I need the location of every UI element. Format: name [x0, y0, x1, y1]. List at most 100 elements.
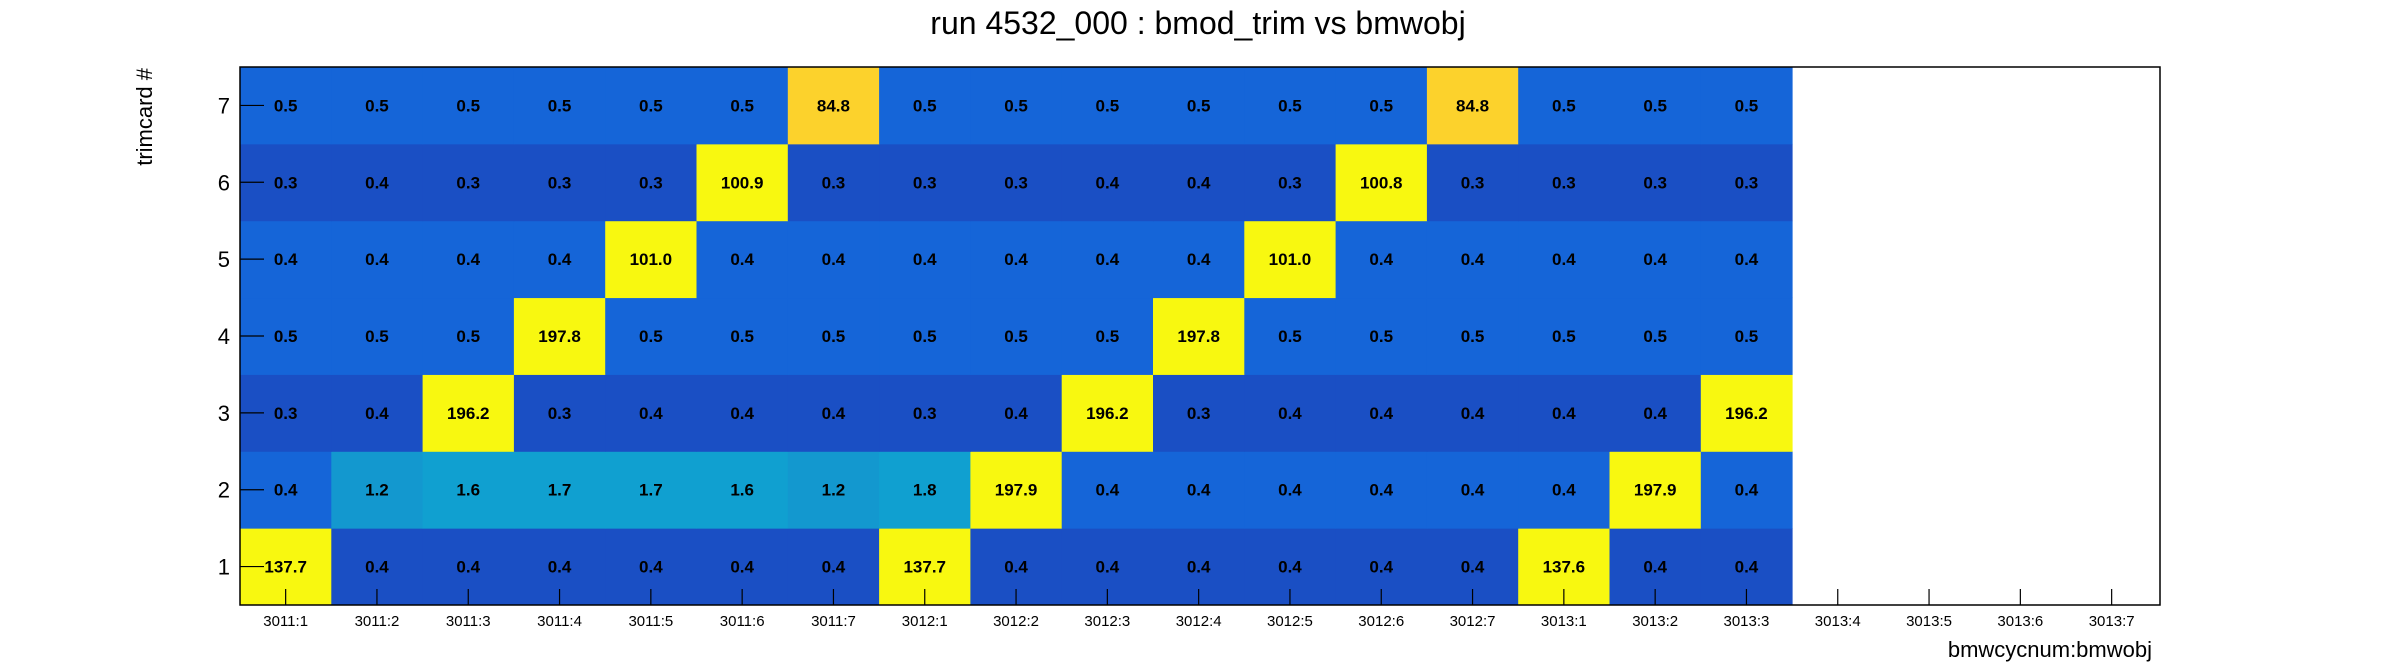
cell-value-label: 0.4 [822, 404, 846, 423]
heatmap-cell [1061, 220, 1154, 299]
cell-value-label: 196.2 [1725, 404, 1768, 423]
heatmap-cell [605, 297, 697, 375]
heatmap-cell [331, 220, 424, 299]
cell-value-label: 0.4 [1369, 250, 1393, 269]
heatmap-cell [1244, 220, 1337, 299]
heatmap-cell [970, 297, 1063, 375]
heatmap-cell [513, 451, 606, 529]
heatmap-cell [331, 374, 424, 452]
x-tick-label: 3011:7 [811, 613, 856, 630]
cell-value-label: 0.4 [456, 250, 480, 269]
x-tick-label: 3013:4 [1815, 613, 1861, 630]
cell-value-label: 0.4 [1278, 558, 1302, 577]
cell-value-label: 0.4 [1461, 481, 1485, 500]
heatmap-cell [1609, 297, 1702, 375]
x-tick-label: 3012:4 [1176, 613, 1222, 630]
heatmap-cell [1700, 220, 1793, 299]
cell-value-label: 197.8 [538, 327, 581, 346]
heatmap-cell [787, 451, 880, 529]
cell-value-label: 0.4 [1461, 558, 1485, 577]
x-tick-label: 3013:1 [1541, 613, 1587, 630]
cell-value-label: 1.6 [730, 481, 754, 500]
cell-value-label: 0.4 [1461, 404, 1485, 423]
heatmap-cell [879, 220, 971, 299]
heatmap-cell [1426, 297, 1519, 375]
cell-value-label: 0.3 [1461, 173, 1485, 192]
x-tick-label: 3012:2 [993, 613, 1039, 630]
heatmap-cell [1244, 451, 1337, 529]
cell-value-label: 0.4 [1735, 250, 1759, 269]
chart-title: run 4532_000 : bmod_trim vs bmwobj [930, 5, 1465, 41]
heatmap-cell [787, 143, 880, 222]
cell-value-label: 0.5 [1187, 96, 1211, 115]
y-axis-ticks: 1 2 3 4 5 6 7 [218, 93, 264, 580]
cell-value-label: 101.0 [630, 250, 673, 269]
cell-value-label: 0.5 [274, 96, 298, 115]
cell-value-label: 0.4 [365, 558, 389, 577]
heatmap-cell [970, 374, 1063, 452]
heatmap-cell [1518, 374, 1610, 452]
heatmap-cell [696, 67, 789, 145]
cell-value-label: 0.3 [1187, 404, 1211, 423]
cell-value-label: 0.4 [1096, 173, 1120, 192]
heatmap-cell [1335, 451, 1428, 529]
heatmap-cell [1426, 374, 1519, 452]
cell-value-label: 0.3 [913, 173, 937, 192]
cell-value-label: 84.8 [1456, 96, 1489, 115]
heatmap-cell [1700, 451, 1793, 529]
heatmap-cell [1518, 143, 1610, 222]
heatmap-cell [1518, 297, 1610, 375]
heatmap-cell [1426, 67, 1519, 145]
heatmap-cell [331, 143, 424, 222]
heatmap-cell [422, 220, 515, 299]
heatmap-cell [696, 374, 789, 452]
heatmap-cell [970, 143, 1063, 222]
heatmap-cell [1700, 67, 1793, 145]
heatmap-cell [1244, 297, 1337, 375]
x-tick-label: 3011:2 [355, 613, 400, 630]
heatmap-cell [1153, 220, 1245, 299]
heatmap-cell [1700, 374, 1793, 452]
cell-value-label: 0.5 [1735, 96, 1759, 115]
cell-value-label: 197.9 [1634, 481, 1677, 500]
cell-value-label: 0.3 [822, 173, 846, 192]
heatmap-cell [1335, 374, 1428, 452]
x-tick-label: 3011:6 [720, 613, 765, 630]
heatmap-cell [1153, 297, 1245, 375]
cell-value-label: 0.3 [274, 404, 298, 423]
heatmap-cell [513, 67, 606, 145]
cell-value-label: 0.4 [1187, 481, 1211, 500]
heatmap-cell [696, 143, 789, 222]
heatmap-cell [1153, 374, 1245, 452]
cell-value-label: 0.5 [1369, 96, 1393, 115]
cell-value-label: 0.4 [822, 250, 846, 269]
heatmap-cell [1061, 143, 1154, 222]
y-tick-label: 1 [218, 555, 230, 580]
cell-value-label: 0.3 [639, 173, 663, 192]
heatmap-cell [787, 374, 880, 452]
cell-value-label: 0.5 [1552, 96, 1576, 115]
cell-value-label: 0.5 [365, 96, 389, 115]
x-tick-label: 3013:7 [2089, 613, 2135, 630]
x-tick-label: 3012:6 [1358, 613, 1404, 630]
y-tick-label: 4 [218, 324, 230, 349]
cell-value-label: 0.4 [1369, 404, 1393, 423]
heatmap-cell [605, 374, 697, 452]
cell-value-label: 0.4 [730, 250, 754, 269]
cell-value-label: 0.4 [456, 558, 480, 577]
cell-value-label: 0.4 [1643, 404, 1667, 423]
x-tick-label: 3013:3 [1724, 613, 1770, 630]
cell-value-label: 0.3 [548, 173, 572, 192]
cell-value-label: 137.7 [264, 558, 307, 577]
y-tick-label: 3 [218, 401, 230, 426]
cell-value-label: 0.4 [1643, 558, 1667, 577]
heatmap-cell [1426, 220, 1519, 299]
heatmap-cell [422, 143, 515, 222]
heatmap-cell [1518, 451, 1610, 529]
heatmap-cell [1426, 451, 1519, 529]
heatmap-cell [1335, 297, 1428, 375]
heatmap-cell [422, 297, 515, 375]
cell-value-label: 0.5 [1552, 327, 1576, 346]
heatmap-cell [1244, 374, 1337, 452]
